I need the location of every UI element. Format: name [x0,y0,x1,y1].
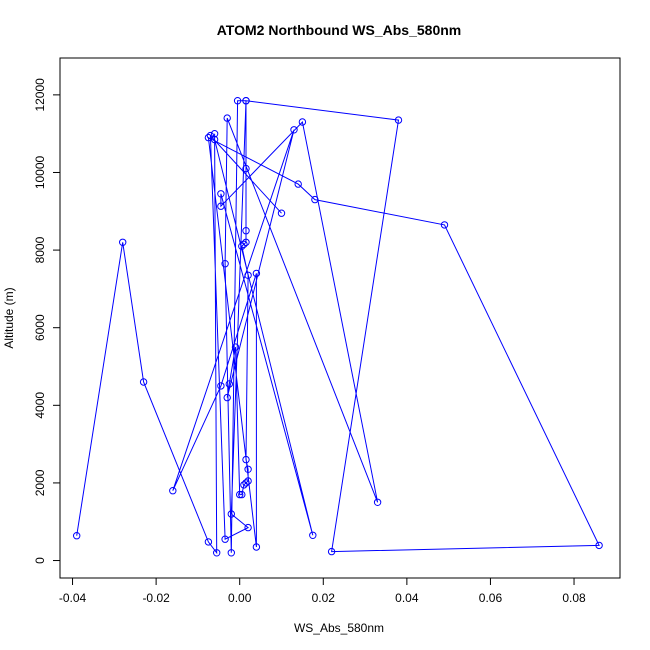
y-tick-label: 12000 [33,78,47,112]
data-point [244,477,252,485]
y-tick-label: 2000 [33,469,47,496]
data-point [277,209,286,217]
data-point [236,490,244,499]
chart-title: ATOM2 Northbound WS_Abs_580nm [217,22,462,38]
data-point [298,118,307,126]
data-point [217,190,225,198]
data-point [244,523,252,532]
data-point [240,240,248,249]
y-tick-label: 0 [33,557,47,564]
data-point [244,465,252,473]
y-tick-label: 4000 [33,392,47,419]
data-point [238,242,246,250]
data-point [242,164,250,173]
y-tick-label: 6000 [33,314,47,341]
data-point [73,532,81,540]
data-point [311,195,319,204]
data-point [252,543,261,551]
data-point [242,455,250,464]
data-point [204,133,213,142]
data-point [242,479,250,487]
data-point [394,116,403,124]
x-axis-label: WS_Abs_580nm [294,621,384,635]
data-point [440,221,449,229]
data-point [242,227,250,235]
data-point [290,126,298,134]
y-axis: 0 2000 4000 6000 8000 10000 12000 [33,78,61,564]
y-tick-label: 8000 [33,236,47,263]
data-point [210,130,219,138]
y-tick-label: 10000 [33,155,47,189]
data-point [227,510,236,518]
x-tick-label: -0.02 [142,591,170,605]
data-point [252,269,261,278]
data-point [221,260,229,268]
data-point [204,538,213,546]
data-point [373,498,382,506]
data-point [223,393,231,402]
data-point [327,547,336,556]
series-line [76,100,600,555]
data-point [242,238,250,247]
data-point [169,487,177,495]
series-layer [73,97,603,557]
data-point [119,238,127,247]
x-tick-label: 0.06 [479,591,503,605]
data-point [213,549,221,557]
x-axis: -0.04 -0.02 0.00 0.02 0.04 0.06 0.08 [59,577,586,605]
data-point [240,481,248,489]
y-axis-label: Altitude (m) [2,287,16,348]
data-point [227,549,236,557]
data-point [244,271,252,279]
data-point [206,131,215,140]
x-tick-label: 0.08 [562,591,586,605]
data-point [221,535,229,543]
x-tick-label: 0.00 [228,591,252,605]
data-point [595,541,603,550]
data-point [309,531,317,539]
data-point [231,343,240,351]
data-point [217,382,225,390]
x-tick-label: 0.02 [312,591,336,605]
data-point [223,114,231,122]
data-point [238,490,246,499]
data-point [225,380,234,388]
data-point [294,180,302,188]
data-point [233,97,242,105]
data-point [139,378,148,386]
x-tick-label: 0.04 [395,591,419,605]
x-tick-label: -0.04 [59,591,87,605]
data-point [217,202,225,210]
data-point [242,97,250,105]
